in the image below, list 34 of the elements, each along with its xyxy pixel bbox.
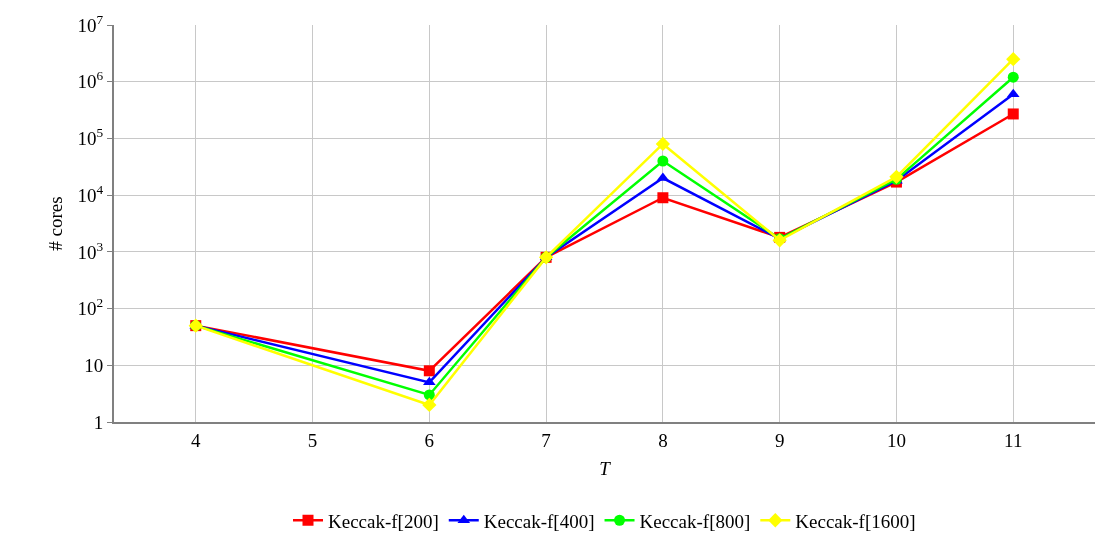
legend-label: Keccak-f[1600] (795, 510, 916, 532)
y-tick-label: 10$^{6}$ (77, 68, 104, 93)
x-tick-label: 8 (658, 429, 668, 451)
y-tick-label: 10$^{5}$ (77, 125, 104, 150)
point (422, 376, 436, 386)
x-tick-label: 9 (774, 429, 785, 451)
x-tick-label: 5 (307, 429, 318, 451)
point (657, 192, 669, 204)
point (423, 365, 435, 377)
y-tick-label: 10$^{4}$ (77, 181, 104, 206)
legend-label: Keccak-f[800] (639, 510, 751, 532)
y-axis-title: # cores (44, 196, 66, 251)
x-tick-label: 4 (191, 429, 201, 451)
point (1007, 108, 1019, 120)
point (655, 136, 671, 152)
point (1007, 71, 1019, 83)
y-tick-label: 10$^{7}$ (77, 11, 104, 36)
point (657, 155, 669, 167)
point (422, 397, 437, 413)
y-tick-label: 10$^{3}$ (77, 238, 104, 263)
x-tick-label: 6 (424, 429, 435, 451)
point (889, 169, 904, 185)
x-tick-label: 10 (886, 429, 906, 451)
y-tick-label: 10$^{2}$ (77, 295, 104, 320)
x-tick-label: 11 (1004, 429, 1023, 451)
x-tick-label: 7 (541, 429, 551, 451)
y-tick-label: 1 (93, 411, 104, 433)
point (1006, 88, 1020, 98)
legend-label: Keccak-f[400] (483, 510, 595, 532)
point (423, 389, 435, 401)
legend-label: Keccak-f[200] (328, 510, 439, 532)
y-tick-label: 10 (84, 354, 104, 376)
point (1006, 52, 1021, 67)
x-axis-title: T (599, 458, 612, 480)
